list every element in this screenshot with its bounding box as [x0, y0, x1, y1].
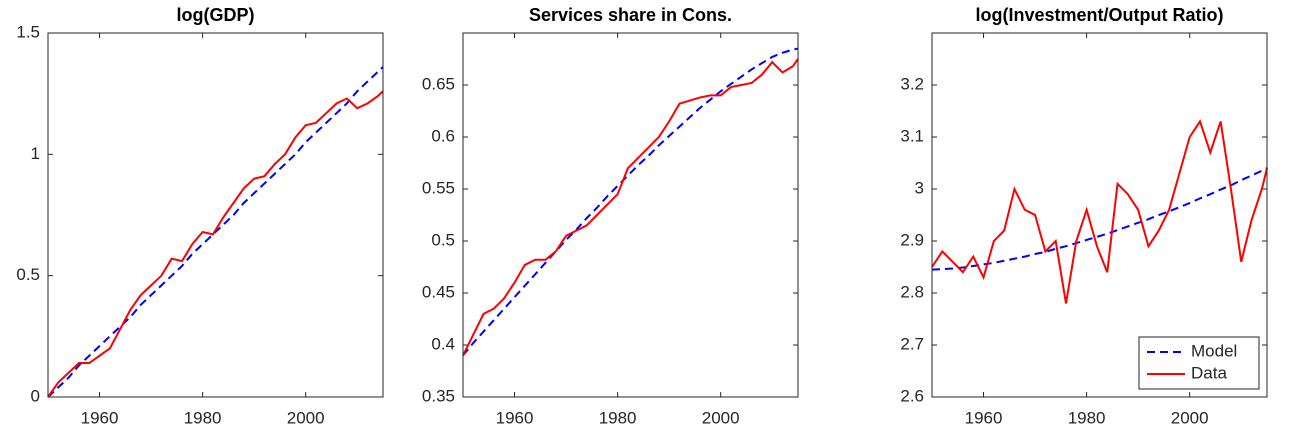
x-tick-label: 2000 — [1171, 408, 1209, 427]
y-tick-label: 0.5 — [431, 230, 455, 249]
axes-box — [462, 32, 799, 398]
y-tick-label: 1 — [31, 144, 40, 163]
y-tick-label: 3.1 — [900, 126, 924, 145]
x-tick-label: 2000 — [702, 408, 740, 427]
y-tick-label: 0.35 — [422, 386, 455, 405]
axes-box — [47, 32, 384, 398]
y-tick-label: 0.4 — [431, 334, 455, 353]
chart-title: Services share in Cons. — [529, 5, 732, 25]
y-tick-label: 0 — [31, 386, 40, 405]
axes-background — [48, 33, 383, 397]
y-tick-label: 0.65 — [422, 74, 455, 93]
y-tick-label: 2.8 — [900, 282, 924, 301]
y-tick-label: 0.55 — [422, 178, 455, 197]
x-tick-label: 1980 — [1068, 408, 1106, 427]
axes-background — [932, 33, 1267, 397]
x-tick-label: 1960 — [496, 408, 534, 427]
x-tick-label: 2000 — [287, 408, 325, 427]
y-tick-label: 0.6 — [431, 126, 455, 145]
chart-title: log(Investment/Output Ratio) — [976, 5, 1224, 25]
axes-box — [931, 32, 1268, 398]
x-tick-label: 1960 — [965, 408, 1003, 427]
y-tick-label: 0.5 — [16, 265, 40, 284]
series-line — [462, 58, 799, 356]
y-tick-label: 1.5 — [16, 22, 40, 41]
chart-title: log(GDP) — [177, 5, 255, 25]
y-tick-label: 2.7 — [900, 334, 924, 353]
legend-box — [1138, 336, 1260, 390]
x-tick-label: 1960 — [81, 408, 119, 427]
series-line — [931, 167, 1268, 271]
series-line — [931, 119, 1268, 304]
series-line — [462, 47, 799, 357]
y-tick-label: 3 — [915, 178, 924, 197]
series-line — [47, 90, 384, 398]
legend-label: Model — [1191, 341, 1237, 360]
y-tick-label: 3.2 — [900, 74, 924, 93]
y-tick-label: 2.6 — [900, 386, 924, 405]
y-tick-label: 0.45 — [422, 282, 455, 301]
x-tick-label: 1980 — [599, 408, 637, 427]
axes-background — [463, 33, 798, 397]
x-tick-label: 1980 — [184, 408, 222, 427]
legend-label: Data — [1191, 363, 1227, 382]
series-line — [47, 66, 384, 398]
y-tick-label: 2.9 — [900, 230, 924, 249]
